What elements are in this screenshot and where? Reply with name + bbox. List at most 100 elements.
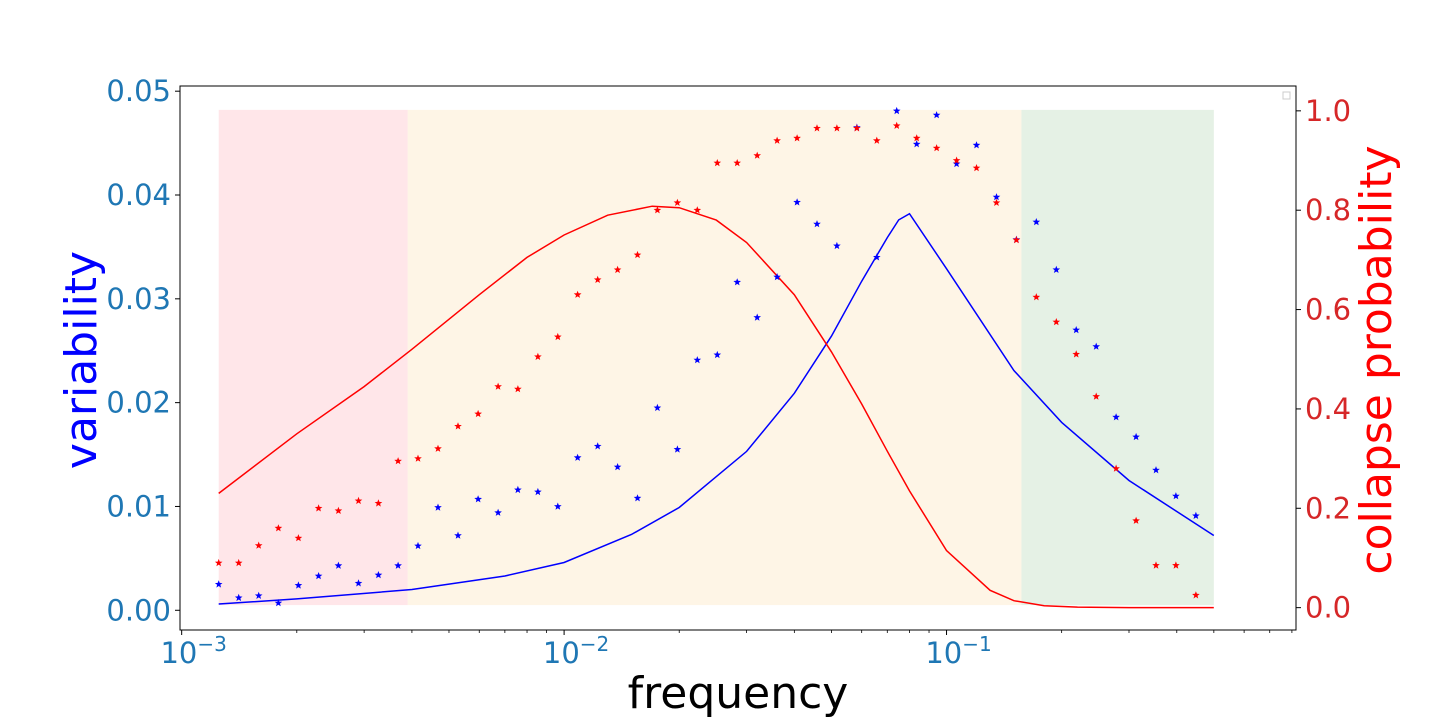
collapse-point [653,206,662,214]
collapse-point [394,457,402,465]
right-tick-label: 1.0 [1305,94,1351,128]
collapse-point [1152,561,1160,569]
plot-frame [179,85,1297,631]
variability-point [1072,326,1080,334]
variability-point [992,193,1001,201]
collapse-point [514,385,522,393]
variability-point [813,220,821,228]
collapse-point [554,332,562,341]
right-tick-label: 0.4 [1305,392,1351,426]
right-tick-label: 0.2 [1305,491,1351,525]
collapse-point [294,534,303,542]
collapse-point [833,124,841,132]
collapse-point [673,198,682,206]
variability-point [593,442,602,450]
right-tick-label: 0.8 [1305,193,1351,227]
shaded-region-1 [218,109,408,606]
left-tick-label: 0.01 [106,489,171,523]
variability-point [454,531,462,539]
variability-point [1132,432,1140,441]
variability-point [274,599,283,607]
collapse-point [932,144,941,152]
variability-point [873,253,881,261]
variability-point [354,579,363,587]
variability-point [1032,218,1041,226]
variability-point [234,593,243,602]
variability-point [833,241,841,250]
left-tick-label: 0.00 [106,593,171,627]
variability-point [693,356,702,364]
collapse-point [414,454,422,462]
collapse-point [354,496,363,505]
collapse-point [873,136,881,144]
variability-point [374,571,383,579]
variability-point [1192,511,1200,519]
collapse-point [314,504,323,512]
variability-point [514,485,522,494]
variability-point [633,494,642,502]
collapse-point [853,124,861,132]
collapse-point [793,134,801,142]
shaded-region-2 [407,109,1022,606]
collapse-point [593,275,602,283]
collapse-point [214,558,223,567]
collapse-point [1112,464,1120,472]
collapse-point [912,134,921,142]
curves-layer [218,205,1215,609]
variability-point [254,591,263,599]
variability-point [793,198,801,206]
variability-point [1172,492,1180,500]
variability-point [912,140,921,148]
right-axis-title: collapse probability [1351,145,1402,574]
collapse-point [1132,516,1140,524]
variability-point [1112,413,1120,421]
collapse-probability-curve [218,205,1214,609]
variability-point [1092,342,1100,350]
variability-point [972,141,981,149]
legend-box [1282,91,1291,100]
regions-layer [218,109,1214,606]
collapse-point [1012,236,1021,244]
right-tick-label: 0.0 [1305,591,1351,625]
variability-point [394,561,402,569]
collapse-point [613,265,622,274]
collapse-point [753,151,761,159]
variability-point [573,453,582,461]
left-tick-label: 0.05 [106,74,171,108]
x-tick-label: 10−1 [925,632,991,670]
variability-point [653,403,662,412]
collapse-point [434,444,442,452]
collapse-point [733,159,741,167]
variability-point [334,561,343,569]
x-tick-label: 10−2 [543,632,609,670]
collapse-point [972,164,981,172]
collapse-point [494,382,502,390]
collapse-point [1172,561,1180,569]
collapse-point [374,499,383,507]
collapse-point [773,136,781,144]
variability-point [673,445,682,453]
variability-point [414,541,422,550]
collapse-point [892,121,901,129]
right-tick-label: 0.6 [1305,293,1351,327]
collapse-point [713,159,722,167]
collapse-point [474,409,482,418]
variability-point [773,273,781,281]
variability-point [554,502,562,510]
variability-point [214,580,223,588]
collapse-point [1192,591,1200,599]
collapse-point [693,206,702,214]
variability-point [753,313,761,321]
shaded-region-3 [1021,109,1214,606]
variability-point [494,508,502,516]
variability-point [1052,265,1061,273]
collapse-point [633,250,642,259]
variability-point [434,503,442,511]
left-axis-title: variability [56,251,107,469]
variability-point [534,487,542,496]
collapse-point [234,558,243,567]
variability-curve [218,212,1215,605]
points-layer [214,106,1200,607]
variability-point [952,159,961,168]
